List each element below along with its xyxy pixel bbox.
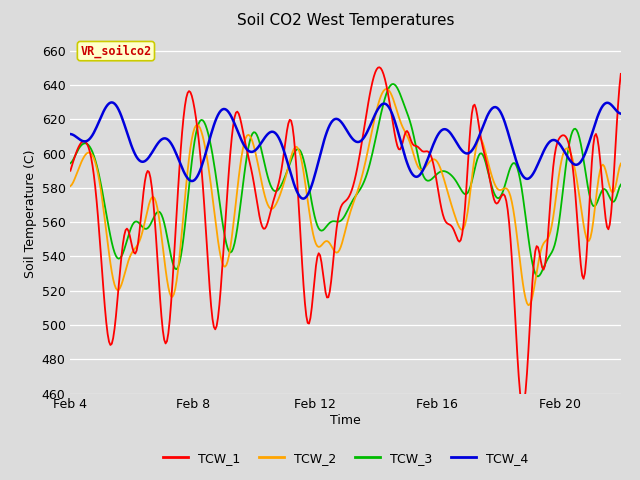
TCW_1 (468, 111, 476, 117)
Line: TCW_2: TCW_2 (70, 89, 621, 305)
TCW_3 (389, 81, 397, 87)
TCW_2 (414, 164, 422, 169)
TCW_2 (67, 183, 74, 189)
Y-axis label: Soil Temperature (C): Soil Temperature (C) (24, 149, 37, 278)
TCW_1 (67, 168, 74, 174)
TCW_2 (525, 302, 532, 308)
TCW_2 (468, 176, 476, 182)
TCW_4 (108, 99, 116, 105)
TCW_3 (246, 138, 253, 144)
Legend: TCW_1, TCW_2, TCW_3, TCW_4: TCW_1, TCW_2, TCW_3, TCW_4 (158, 447, 533, 469)
TCW_2 (246, 133, 253, 139)
TCW_4 (286, 168, 294, 173)
TCW_3 (285, 165, 292, 171)
TCW_4 (617, 111, 625, 117)
TCW_1 (376, 64, 383, 70)
TCW_3 (617, 182, 625, 188)
Line: TCW_3: TCW_3 (70, 84, 621, 276)
TCW_2 (285, 164, 292, 169)
TCW_1 (285, 120, 292, 126)
TCW_4 (134, 156, 142, 162)
TCW_4 (300, 196, 307, 202)
TCW_3 (67, 160, 74, 166)
TCW_1 (617, 71, 625, 77)
TCW_4 (469, 146, 477, 152)
TCW_4 (247, 149, 255, 155)
TCW_4 (415, 172, 423, 178)
TCW_3 (465, 187, 473, 193)
TCW_3 (414, 154, 422, 159)
TCW_1 (246, 160, 253, 166)
Line: TCW_4: TCW_4 (70, 102, 621, 199)
TCW_2 (383, 86, 390, 92)
TCW_1 (132, 248, 140, 253)
TCW_3 (534, 274, 542, 279)
TCW_1 (414, 144, 422, 150)
Line: TCW_1: TCW_1 (70, 67, 621, 407)
TCW_2 (617, 161, 625, 167)
Title: Soil CO2 West Temperatures: Soil CO2 West Temperatures (237, 13, 454, 28)
Text: VR_soilco2: VR_soilco2 (80, 44, 152, 58)
TCW_4 (67, 131, 74, 137)
TCW_3 (132, 218, 140, 224)
TCW_2 (132, 243, 140, 249)
TCW_3 (468, 179, 476, 184)
X-axis label: Time: Time (330, 414, 361, 427)
TCW_1 (465, 144, 473, 149)
TCW_4 (467, 149, 474, 155)
TCW_1 (519, 404, 527, 409)
TCW_2 (465, 199, 473, 205)
